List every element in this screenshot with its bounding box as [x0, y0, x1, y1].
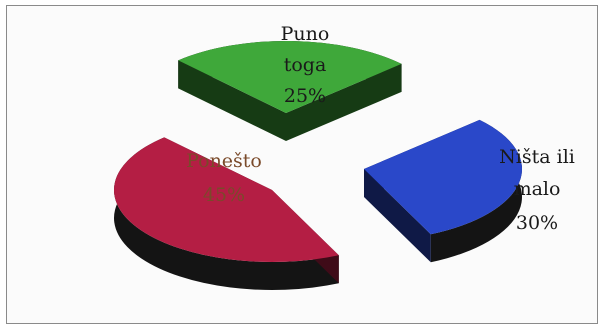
pie-slice	[178, 41, 402, 142]
pie-slice	[113, 137, 339, 290]
slice-name-label: Ništa ili	[499, 146, 575, 168]
slice-name-label: Ponešto	[186, 150, 262, 172]
slice-radial-wall	[178, 60, 286, 142]
slice-value-label: 30%	[516, 212, 558, 234]
slices-layer	[113, 41, 523, 290]
pie-slice	[364, 119, 523, 263]
slice-name-label: Puno	[281, 23, 330, 45]
slice-name-label: malo	[514, 178, 561, 200]
labels-layer: Puno toga 25% Ništa ili malo 30% Ponešto 45%	[186, 23, 575, 234]
slice-side-wall	[113, 137, 339, 290]
slice-top-face	[113, 137, 339, 263]
slice-radial-wall	[286, 63, 402, 141]
slice-value-label: 25%	[284, 85, 326, 107]
slice-top-face	[364, 119, 523, 235]
slice-radial-wall	[364, 169, 431, 263]
slice-value-label: 45%	[203, 184, 245, 206]
slice-top-face	[178, 41, 402, 113]
slice-name-label: toga	[284, 54, 327, 76]
